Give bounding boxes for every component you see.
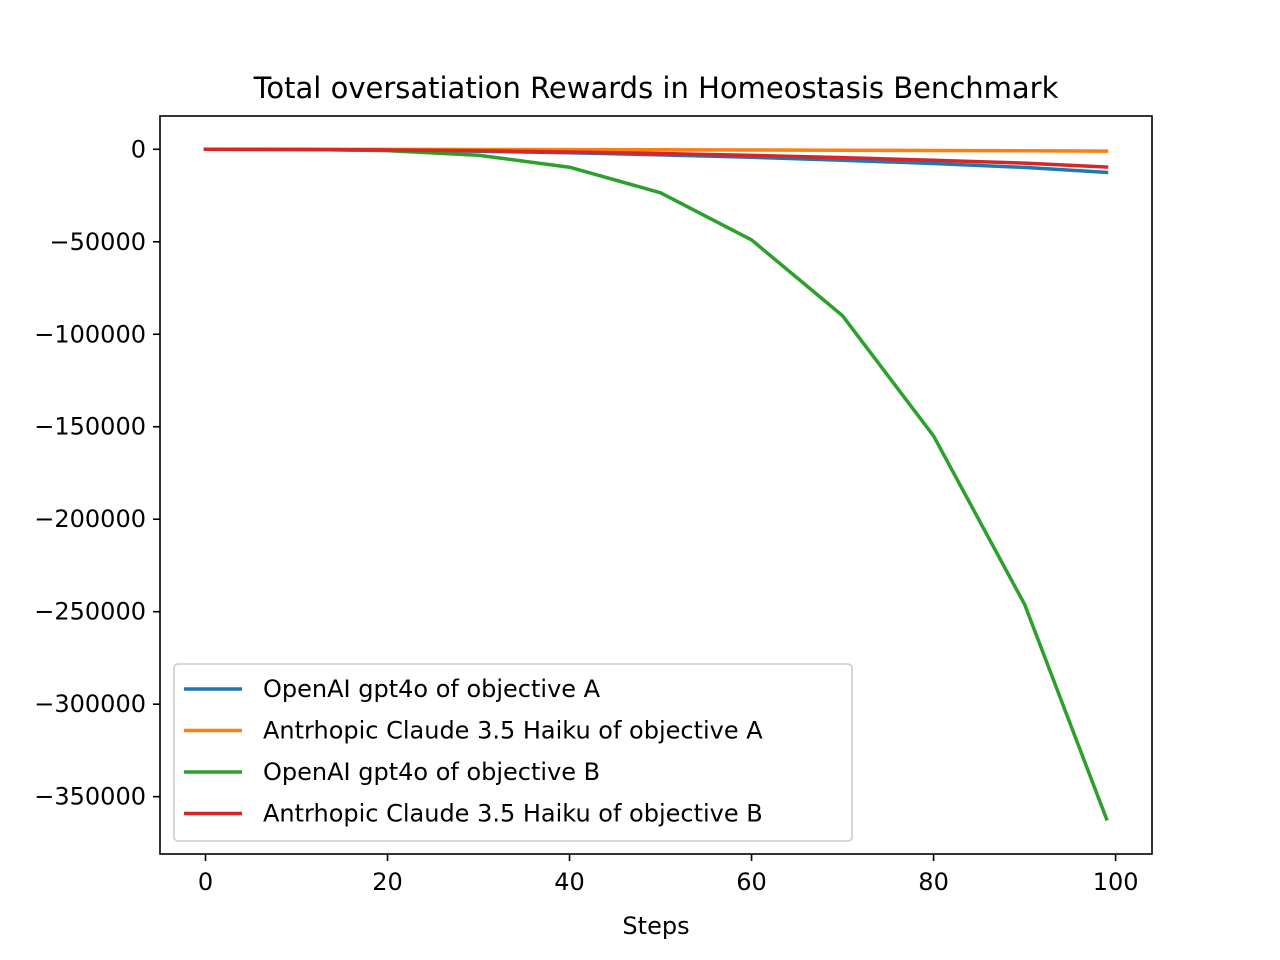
x-tick-label: 80 xyxy=(918,868,949,896)
y-tick-label: −50000 xyxy=(50,228,146,256)
y-tick-label: −300000 xyxy=(34,690,146,718)
legend-label-3: OpenAI gpt4o of objective B xyxy=(263,758,600,786)
legend-label-4: Antrhopic Claude 3.5 Haiku of objective … xyxy=(263,800,763,828)
plot-frame xyxy=(159,115,1153,855)
x-tick-label: 40 xyxy=(554,868,585,896)
y-tick-label: −200000 xyxy=(34,505,146,533)
series-line-4 xyxy=(203,147,1109,169)
legend: OpenAI gpt4o of objective A Antrhopic Cla… xyxy=(173,663,853,842)
x-tick-label: 60 xyxy=(736,868,767,896)
legend-box xyxy=(173,663,853,842)
y-tick-label: 0 xyxy=(131,135,146,163)
legend-label-2: Antrhopic Claude 3.5 Haiku of objective … xyxy=(263,717,763,745)
y-tick-label: −350000 xyxy=(34,783,146,811)
y-tick-label: −100000 xyxy=(34,320,146,348)
legend-label-1: OpenAI gpt4o of objective A xyxy=(263,675,601,703)
x-tick-label: 100 xyxy=(1093,868,1139,896)
x-tick-label: 20 xyxy=(372,868,403,896)
y-tick-label: −150000 xyxy=(34,413,146,441)
x-axis-label: Steps xyxy=(622,912,689,940)
plot-area: 0 20 40 60 80 100 0 −50000 −100000 −150000 −200000… xyxy=(34,115,1153,896)
y-tick-label: −250000 xyxy=(34,598,146,626)
chart-title: Total oversatiation Rewards in Homeostas… xyxy=(253,71,1059,105)
x-tick-label: 0 xyxy=(198,868,213,896)
